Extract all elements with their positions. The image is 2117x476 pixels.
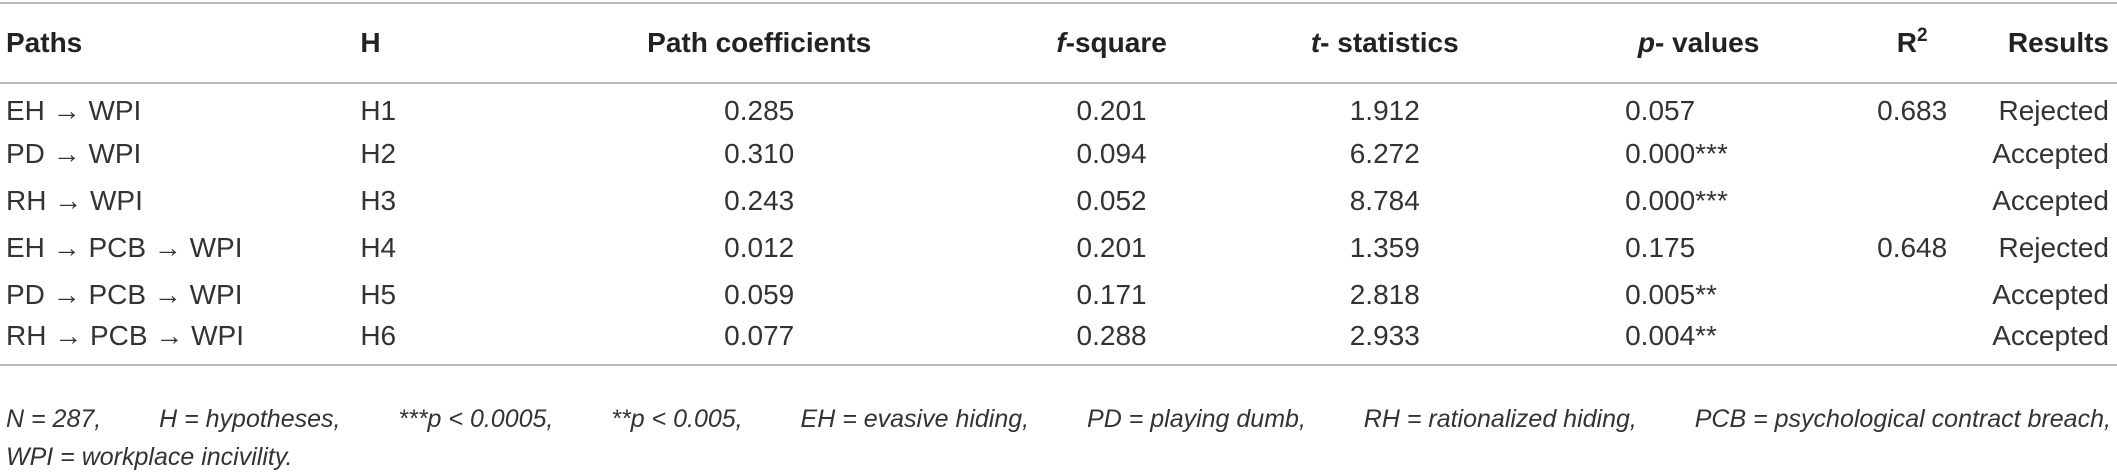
cell-t: 8.784 [1349,184,1420,216]
cell-t: 2.933 [1244,318,1526,366]
footnote-part: EH = evasive hiding, [800,405,1030,433]
cell-result: Accepted [1992,184,2109,216]
cell-coef: 0.243 [724,184,795,216]
footnote-part: **p < 0.005, [611,405,743,433]
header-f-square: f-square [918,2,1245,84]
table-row: RH → WPI H3 0.243 0.052 8.784 0.000*** A… [0,177,2117,224]
header-t-statistics: t- statistics [1244,2,1526,84]
header-f-square-rest: -square [1065,27,1167,58]
cell-r2: 0.648 [1877,231,1948,263]
cell-r2 [1832,318,1993,366]
footnote-part: H = hypotheses, [159,405,341,433]
footnote-line-1: N = 287, H = hypotheses, ***p < 0.0005, … [6,400,2111,438]
header-p-italic: p [1637,27,1655,58]
cell-p: 0.004** [1525,318,1833,366]
table-row: EH → WPI H1 0.285 0.201 1.912 0.057 0.68… [0,83,2117,130]
cell-result: Accepted [1992,318,2117,366]
header-t-italic: t [1310,27,1321,58]
table-row: RH → PCB → WPI H6 0.077 0.288 2.933 0.00… [0,318,2117,366]
cell-p: 0.000*** [1625,184,1728,216]
cell-r2: 0.683 [1877,95,1948,126]
cell-path: RH → PCB → WPI [0,318,361,366]
cell-f: 0.094 [1076,137,1147,169]
footnote-part: RH = rationalized hiding, [1363,405,1637,433]
cell-f: 0.201 [1076,231,1147,263]
cell-path: RH → WPI [6,184,143,216]
footnote-part: PD = playing dumb, [1087,405,1306,433]
header-paths: Paths [0,2,361,84]
table-row: EH → PCB → WPI H4 0.012 0.201 1.359 0.17… [0,224,2117,271]
cell-p: 0.057 [1625,95,1696,126]
cell-h: H2 [360,137,397,169]
header-r2-sup: 2 [1916,25,1928,46]
footnote-part: PCB = psychological contract breach, [1694,405,2111,433]
cell-p: 0.005** [1625,278,1717,310]
header-f-square-italic: f [1056,27,1066,58]
cell-p: 0.175 [1625,231,1696,263]
cell-h: H3 [360,184,397,216]
header-row: Paths H Path coefficients f-square t- st… [0,2,2117,84]
cell-r2 [1832,130,1992,177]
cell-p: 0.000*** [1625,137,1728,169]
table-footnote: N = 287, H = hypotheses, ***p < 0.0005, … [6,400,2111,476]
cell-t: 2.818 [1349,278,1420,310]
cell-coef: 0.285 [724,95,795,126]
cell-f: 0.052 [1076,184,1147,216]
header-p-rest: - values [1655,27,1760,58]
cell-t: 1.359 [1349,231,1420,263]
header-t-rest: - statistics [1320,27,1459,58]
cell-t: 6.272 [1349,137,1420,169]
cell-path: EH → PCB → WPI [6,231,243,263]
header-r-squared: R2 [1832,2,1993,84]
header-p-values: p- values [1525,2,1833,84]
cell-result: Rejected [1998,95,2109,126]
header-h: H [360,2,490,84]
cell-r2 [1832,271,1992,318]
header-r2-base: R [1896,27,1917,58]
cell-h: H5 [360,278,397,310]
cell-r2 [1832,177,1992,224]
cell-result: Accepted [1992,137,2109,169]
cell-h: H4 [360,231,397,263]
cell-path: PD → PCB → WPI [6,278,243,310]
header-path-coefficients: Path coefficients [489,2,919,84]
cell-h: H1 [360,95,397,126]
footnote-part: N = 287, [6,405,102,433]
footnote-line-2: WPI = workplace incivility. [6,443,293,471]
cell-coef: 0.077 [489,318,919,366]
results-table: Paths H Path coefficients f-square t- st… [0,2,2117,366]
cell-coef: 0.310 [724,137,795,169]
cell-result: Accepted [1992,278,2109,310]
footnote-part: ***p < 0.0005, [398,405,554,433]
cell-f: 0.201 [1076,95,1147,126]
cell-path: EH → WPI [6,95,142,126]
cell-path: PD → WPI [6,137,142,169]
cell-h: H6 [360,318,490,366]
header-results: Results [1992,2,2117,84]
cell-result: Rejected [1998,231,2109,263]
table-row: PD → WPI H2 0.310 0.094 6.272 0.000*** A… [0,130,2117,177]
cell-coef: 0.012 [724,231,795,263]
cell-f: 0.288 [918,318,1245,366]
cell-f: 0.171 [1076,278,1147,310]
cell-t: 1.912 [1349,95,1420,126]
table-row: PD → PCB → WPI H5 0.059 0.171 2.818 0.00… [0,271,2117,318]
cell-coef: 0.059 [724,278,795,310]
